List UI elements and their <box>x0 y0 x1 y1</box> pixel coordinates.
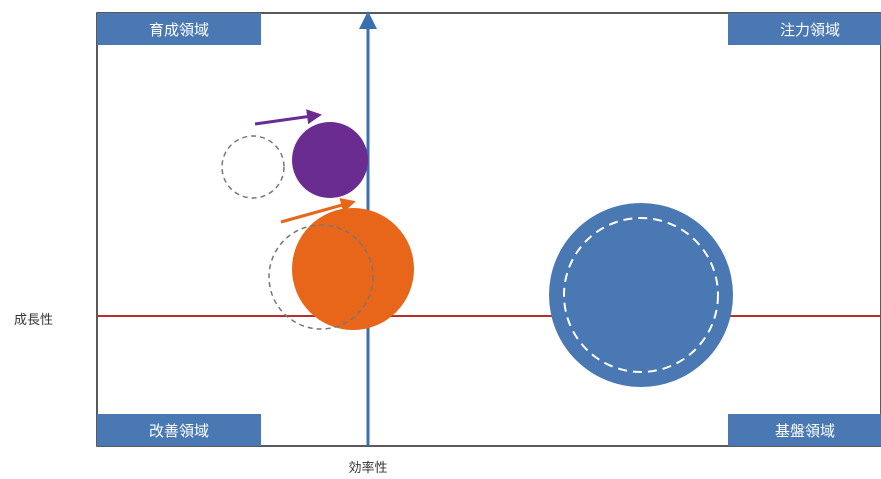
horizontal-axis-label: 効率性 <box>348 460 387 476</box>
quadrant-label-bottom-left: 改善領域 <box>97 414 261 446</box>
quadrant-label-bottom-right: 基盤領域 <box>728 414 881 446</box>
quadrant-label-text: 改善領域 <box>149 422 209 440</box>
chart-frame <box>96 12 881 447</box>
quadrant-label-top-right: 注力領域 <box>728 13 881 45</box>
quadrant-label-text: 基盤領域 <box>775 422 835 440</box>
purple-bubble <box>292 122 368 198</box>
purple-movement-arrow <box>254 109 322 126</box>
quadrant-label-top-left: 育成領域 <box>97 13 261 45</box>
quadrant-label-text: 育成領域 <box>149 21 209 39</box>
orange-previous-position-circle <box>268 224 374 330</box>
blue-bubble <box>549 203 733 387</box>
orange-movement-arrow <box>280 197 356 224</box>
vertical-axis-label: 成長性 <box>14 313 53 328</box>
blue-previous-position-circle <box>563 217 719 373</box>
orange-bubble <box>292 208 414 330</box>
quadrant-label-text: 注力領域 <box>780 21 840 39</box>
purple-previous-position-circle <box>221 135 285 199</box>
